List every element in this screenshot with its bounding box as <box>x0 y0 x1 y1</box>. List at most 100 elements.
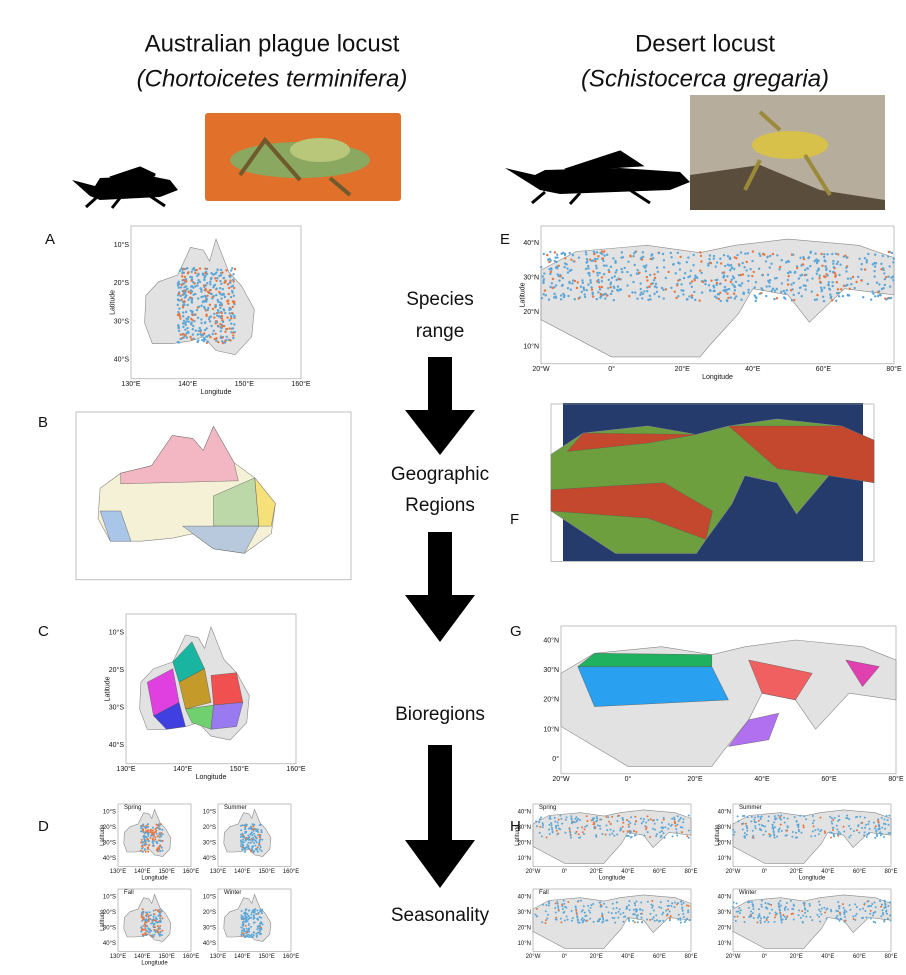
lon-tick-label: 0° <box>562 869 568 875</box>
occurrence-dot <box>221 317 223 319</box>
occurrence-dot <box>787 283 789 285</box>
occurrence-dot <box>884 278 886 280</box>
occurrence-dot <box>180 299 182 301</box>
occurrence-dot <box>818 901 820 903</box>
occurrence-dot <box>192 333 194 335</box>
occurrence-dot <box>645 821 647 823</box>
occurrence-dot <box>686 905 688 907</box>
occurrence-dot <box>576 916 578 918</box>
species-common-name: Australian plague locust <box>145 30 400 57</box>
occurrence-dot <box>244 828 246 830</box>
occurrence-dot <box>743 266 745 268</box>
occurrence-dot <box>593 253 595 255</box>
occurrence-dot <box>884 284 886 286</box>
occurrence-dot <box>784 297 786 299</box>
occurrence-dot <box>590 904 592 906</box>
occurrence-dot <box>735 295 737 297</box>
occurrence-dot <box>671 902 673 904</box>
occurrence-dot <box>846 256 848 258</box>
occurrence-dot <box>579 819 581 821</box>
occurrence-dot <box>654 829 656 831</box>
occurrence-dot <box>546 836 548 838</box>
lon-tick-label: 20°W <box>526 869 541 875</box>
occurrence-dot <box>736 254 738 256</box>
occurrence-dot <box>686 835 688 837</box>
occurrence-dot <box>215 280 217 282</box>
occurrence-dot <box>192 325 194 327</box>
occurrence-dot <box>887 276 889 278</box>
occurrence-dot <box>585 251 587 253</box>
occurrence-dot <box>726 292 728 294</box>
occurrence-dot <box>733 285 735 287</box>
step-label: Bioregions <box>395 704 485 725</box>
occurrence-dot <box>241 849 243 851</box>
occurrence-dot <box>259 824 261 826</box>
occurrence-dot <box>877 821 879 823</box>
occurrence-dot <box>647 831 649 833</box>
occurrence-dot <box>596 298 598 300</box>
occurrence-dot <box>547 914 549 916</box>
occurrence-dot <box>179 317 181 319</box>
occurrence-dot <box>149 929 151 931</box>
occurrence-dot <box>765 295 767 297</box>
occurrence-dot <box>662 920 664 922</box>
lat-tick-label: 30°N <box>523 274 539 282</box>
occurrence-dot <box>704 283 706 285</box>
occurrence-dot <box>806 279 808 281</box>
occurrence-dot <box>629 830 631 832</box>
occurrence-dot <box>178 341 180 343</box>
occurrence-dot <box>872 293 874 295</box>
occurrence-dot <box>702 281 704 283</box>
occurrence-dot <box>574 280 576 282</box>
occurrence-dot <box>651 900 653 902</box>
axis-label: Longitude <box>141 875 168 881</box>
occurrence-dot <box>245 908 247 910</box>
occurrence-dot <box>554 251 556 253</box>
occurrence-dot <box>681 908 683 910</box>
occurrence-dot <box>679 256 681 258</box>
occurrence-dot <box>742 823 744 825</box>
occurrence-dot <box>584 293 586 295</box>
occurrence-dot <box>783 290 785 292</box>
occurrence-dot <box>811 290 813 292</box>
occurrence-dot <box>255 845 257 847</box>
occurrence-dot <box>545 294 547 296</box>
occurrence-dot <box>768 903 770 905</box>
occurrence-dot <box>883 920 885 922</box>
occurrence-dot <box>534 914 536 916</box>
occurrence-dot <box>245 925 247 927</box>
occurrence-dot <box>820 290 822 292</box>
occurrence-dot <box>890 277 892 279</box>
lat-tick-label: 20°S <box>203 910 216 916</box>
occurrence-dot <box>618 815 620 817</box>
occurrence-dot <box>601 276 603 278</box>
occurrence-dot <box>623 921 625 923</box>
occurrence-dot <box>776 288 778 290</box>
occurrence-dot <box>640 256 642 258</box>
occurrence-dot <box>807 910 809 912</box>
occurrence-dot <box>670 256 672 258</box>
occurrence-dot <box>838 819 840 821</box>
occurrence-dot <box>640 902 642 904</box>
occurrence-dot <box>555 902 557 904</box>
occurrence-dot <box>868 905 870 907</box>
occurrence-dot <box>752 908 754 910</box>
occurrence-dot <box>662 289 664 291</box>
occurrence-dot <box>798 292 800 294</box>
occurrence-dot <box>880 268 882 270</box>
occurrence-dot <box>618 911 620 913</box>
occurrence-dot <box>147 851 149 853</box>
occurrence-dot <box>182 311 184 313</box>
occurrence-dot <box>252 837 254 839</box>
occurrence-dot <box>224 341 226 343</box>
occurrence-dot <box>751 901 753 903</box>
occurrence-dot <box>816 294 818 296</box>
occurrence-dot <box>868 900 870 902</box>
occurrence-dot <box>886 913 888 915</box>
occurrence-dot <box>635 821 637 823</box>
occurrence-dot <box>801 832 803 834</box>
occurrence-dot <box>201 333 203 335</box>
occurrence-dot <box>203 339 205 341</box>
occurrence-dot <box>251 840 253 842</box>
lat-tick-label: 10°S <box>203 809 216 815</box>
